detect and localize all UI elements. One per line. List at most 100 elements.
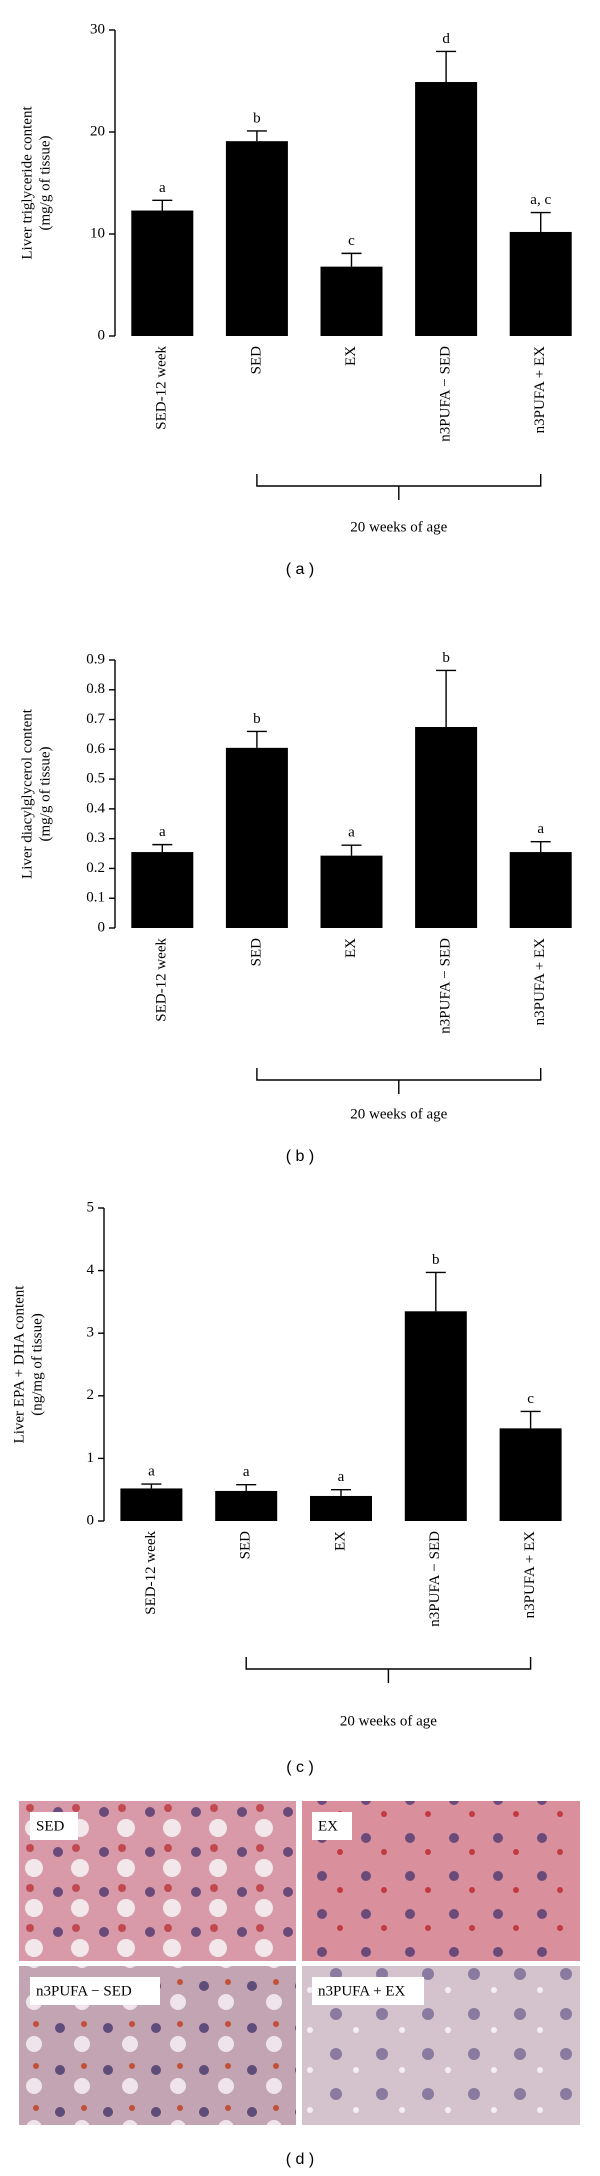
- error-bar: [436, 669, 457, 727]
- error-bar: [341, 844, 362, 856]
- y-tick-label: 10: [90, 225, 105, 241]
- label-box: [312, 1812, 352, 1840]
- y-tick-label: 0: [98, 919, 106, 935]
- x-tick-label: n3PUFA − SED: [438, 346, 454, 442]
- bar: [225, 141, 288, 336]
- x-tick-label: n3PUFA − SED: [438, 938, 454, 1034]
- group-label: 20 weeks of age: [350, 1106, 447, 1122]
- y-tick-label: 5: [87, 1199, 95, 1215]
- bar: [415, 82, 478, 337]
- significance-label: b: [432, 1252, 440, 1268]
- caption: ( b ): [286, 1148, 314, 1165]
- bar: [320, 855, 383, 928]
- bar: [131, 210, 194, 336]
- y-tick-label: 3: [87, 1325, 95, 1341]
- y-tick-label: 20: [90, 123, 105, 139]
- significance-label: a: [338, 1469, 345, 1485]
- label-box: [30, 1977, 160, 2005]
- x-tick-label: n3PUFA + EX: [532, 346, 548, 434]
- significance-label: b: [253, 110, 261, 126]
- caption: ( c ): [286, 1759, 314, 1776]
- bar: [131, 852, 194, 928]
- significance-label: a: [348, 825, 355, 841]
- label-box: [30, 1812, 78, 1840]
- caption: ( a ): [286, 561, 314, 578]
- x-tick-label: EX: [332, 1531, 348, 1551]
- error-bar: [236, 1483, 257, 1491]
- y-axis-label: (mg/g of tissue): [37, 747, 53, 842]
- bar: [415, 727, 478, 928]
- significance-label: a: [148, 1464, 155, 1480]
- group-label: 20 weeks of age: [350, 519, 447, 535]
- error-bar: [246, 730, 267, 748]
- x-tick-label: EX: [343, 346, 359, 366]
- y-tick-label: 0.9: [86, 651, 105, 667]
- y-axis-label: Liver triglyceride content: [19, 106, 35, 260]
- significance-label: c: [527, 1391, 534, 1407]
- significance-label: b: [442, 650, 450, 666]
- y-tick-label: 0.5: [86, 771, 105, 787]
- error-bar: [141, 1483, 162, 1489]
- y-tick-label: 0.1: [86, 890, 105, 906]
- error-bar: [425, 1271, 446, 1312]
- x-tick-label: SED: [238, 1531, 254, 1560]
- group-label: 20 weeks of age: [340, 1713, 437, 1729]
- y-tick-label: 30: [90, 21, 105, 37]
- image-label: EX: [318, 1818, 338, 1834]
- bar: [120, 1488, 183, 1521]
- significance-label: a, c: [530, 192, 551, 208]
- x-tick-label: SED: [248, 938, 264, 967]
- bar: [404, 1311, 467, 1521]
- y-tick-label: 0.8: [86, 681, 105, 697]
- error-bar: [530, 211, 551, 232]
- y-tick-label: 0: [87, 1512, 95, 1528]
- significance-label: b: [253, 711, 261, 727]
- bar: [509, 231, 572, 336]
- bar: [215, 1490, 278, 1521]
- y-axis-label: (ng/mg of tissue): [29, 1313, 45, 1416]
- bar: [310, 1495, 372, 1521]
- x-tick-label: SED-12 week: [154, 938, 170, 1022]
- label-box: [312, 1977, 424, 2005]
- x-tick-label: n3PUFA + EX: [522, 1531, 538, 1619]
- group-bracket: [256, 474, 542, 500]
- error-bar: [246, 130, 267, 142]
- y-tick-label: 0.2: [86, 860, 105, 876]
- significance-label: a: [537, 821, 544, 837]
- significance-label: a: [159, 180, 166, 196]
- image-label: n3PUFA − SED: [36, 1983, 132, 1999]
- bar: [499, 1428, 562, 1521]
- significance-label: c: [348, 233, 355, 249]
- significance-label: a: [243, 1464, 250, 1480]
- significance-label: a: [159, 824, 166, 840]
- histology-panel: SED EX n3PUFA − SED n3PUFA + EX ( d ): [19, 1801, 580, 2168]
- caption: ( d ): [286, 2151, 314, 2168]
- y-tick-label: 0.6: [86, 741, 105, 757]
- error-bar: [331, 1488, 351, 1496]
- error-bar: [152, 199, 173, 211]
- y-tick-label: 4: [87, 1262, 95, 1278]
- bar: [225, 747, 288, 928]
- group-bracket: [245, 1657, 532, 1683]
- x-tick-label: EX: [343, 938, 359, 958]
- x-tick-label: n3PUFA − SED: [427, 1531, 443, 1627]
- y-tick-label: 0.3: [86, 830, 105, 846]
- y-axis-label: Liver diacylglycerol content: [19, 708, 35, 879]
- x-tick-label: SED-12 week: [154, 346, 170, 430]
- group-bracket: [256, 1068, 542, 1094]
- bar: [320, 266, 383, 336]
- y-axis-label: (mg/g of tissue): [37, 136, 53, 231]
- x-tick-label: SED-12 week: [143, 1531, 159, 1615]
- bar: [509, 852, 572, 928]
- y-tick-label: 1: [87, 1450, 95, 1466]
- error-bar: [520, 1410, 541, 1429]
- image-label: n3PUFA + EX: [318, 1983, 406, 1999]
- error-bar: [530, 840, 551, 853]
- error-bar: [152, 843, 173, 853]
- y-tick-label: 2: [87, 1387, 95, 1403]
- y-tick-label: 0.4: [86, 800, 105, 816]
- x-tick-label: n3PUFA + EX: [532, 938, 548, 1026]
- y-axis-label: Liver EPA + DHA content: [11, 1285, 27, 1444]
- y-tick-label: 0.7: [86, 711, 105, 727]
